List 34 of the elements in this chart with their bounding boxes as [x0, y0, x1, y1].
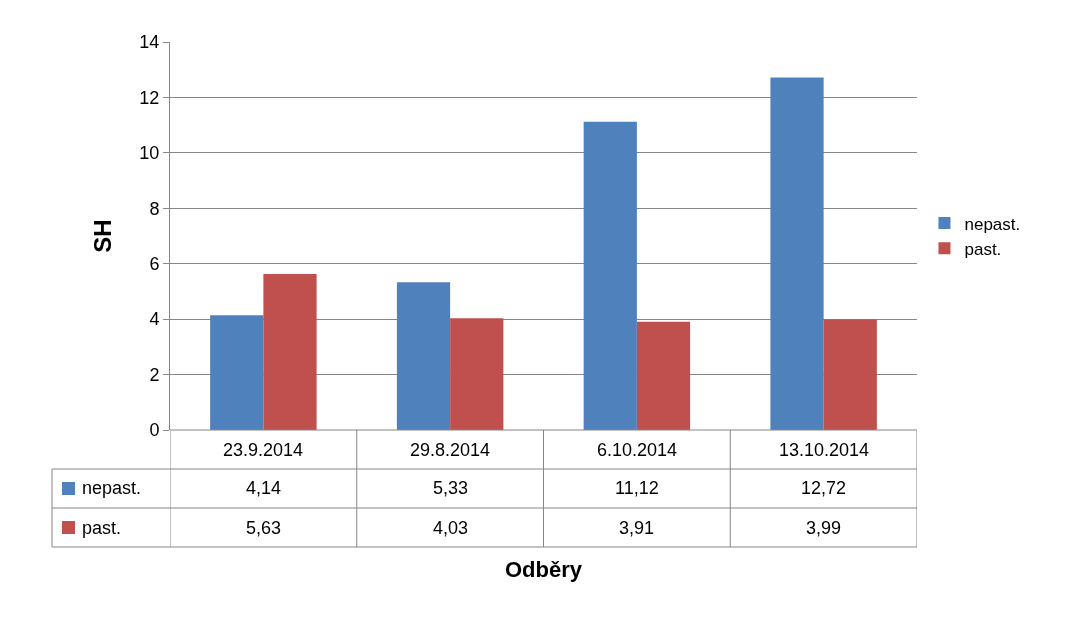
x-tick-label: 13.10.2014 [779, 440, 870, 460]
y-tick-label: 2 [149, 364, 160, 385]
text: past. [82, 518, 122, 538]
data-label: 3,91 [619, 518, 655, 538]
y-tick-label: 14 [139, 32, 160, 53]
x-tick-label: 6.10.2014 [597, 440, 678, 460]
data-label: 3,99 [806, 518, 842, 538]
legend-label: nepast. [82, 478, 142, 498]
data-label: 4,14 [246, 478, 282, 498]
bar [396, 282, 451, 430]
data-label: 5,33 [433, 478, 469, 498]
data-label: 4,03 [433, 518, 469, 538]
y-tick-label: 4 [149, 309, 160, 330]
bar [770, 77, 824, 430]
y-tick-label: 10 [139, 143, 160, 164]
bar [210, 315, 264, 430]
bar [823, 319, 877, 430]
y-tick-label: 12 [139, 87, 160, 108]
bar [263, 273, 317, 430]
x-tick-label: 29.8.2014 [410, 440, 491, 460]
legend-label: past. [964, 239, 1002, 259]
x-axis-title: Odběry [504, 556, 583, 582]
bar [450, 318, 504, 430]
data-label: 5,63 [246, 518, 282, 538]
data-label: 12,72 [801, 478, 847, 498]
bar [583, 121, 637, 430]
text: nepast. [964, 214, 1021, 234]
y-tick-label: 6 [149, 254, 160, 275]
y-tick-label: 8 [149, 198, 160, 219]
x-tick-label: 23.9.2014 [223, 440, 304, 460]
y-tick-label: 0 [149, 420, 160, 441]
data-label: 11,12 [615, 478, 659, 498]
bar [636, 321, 691, 430]
y-axis-title: SH [89, 219, 117, 253]
